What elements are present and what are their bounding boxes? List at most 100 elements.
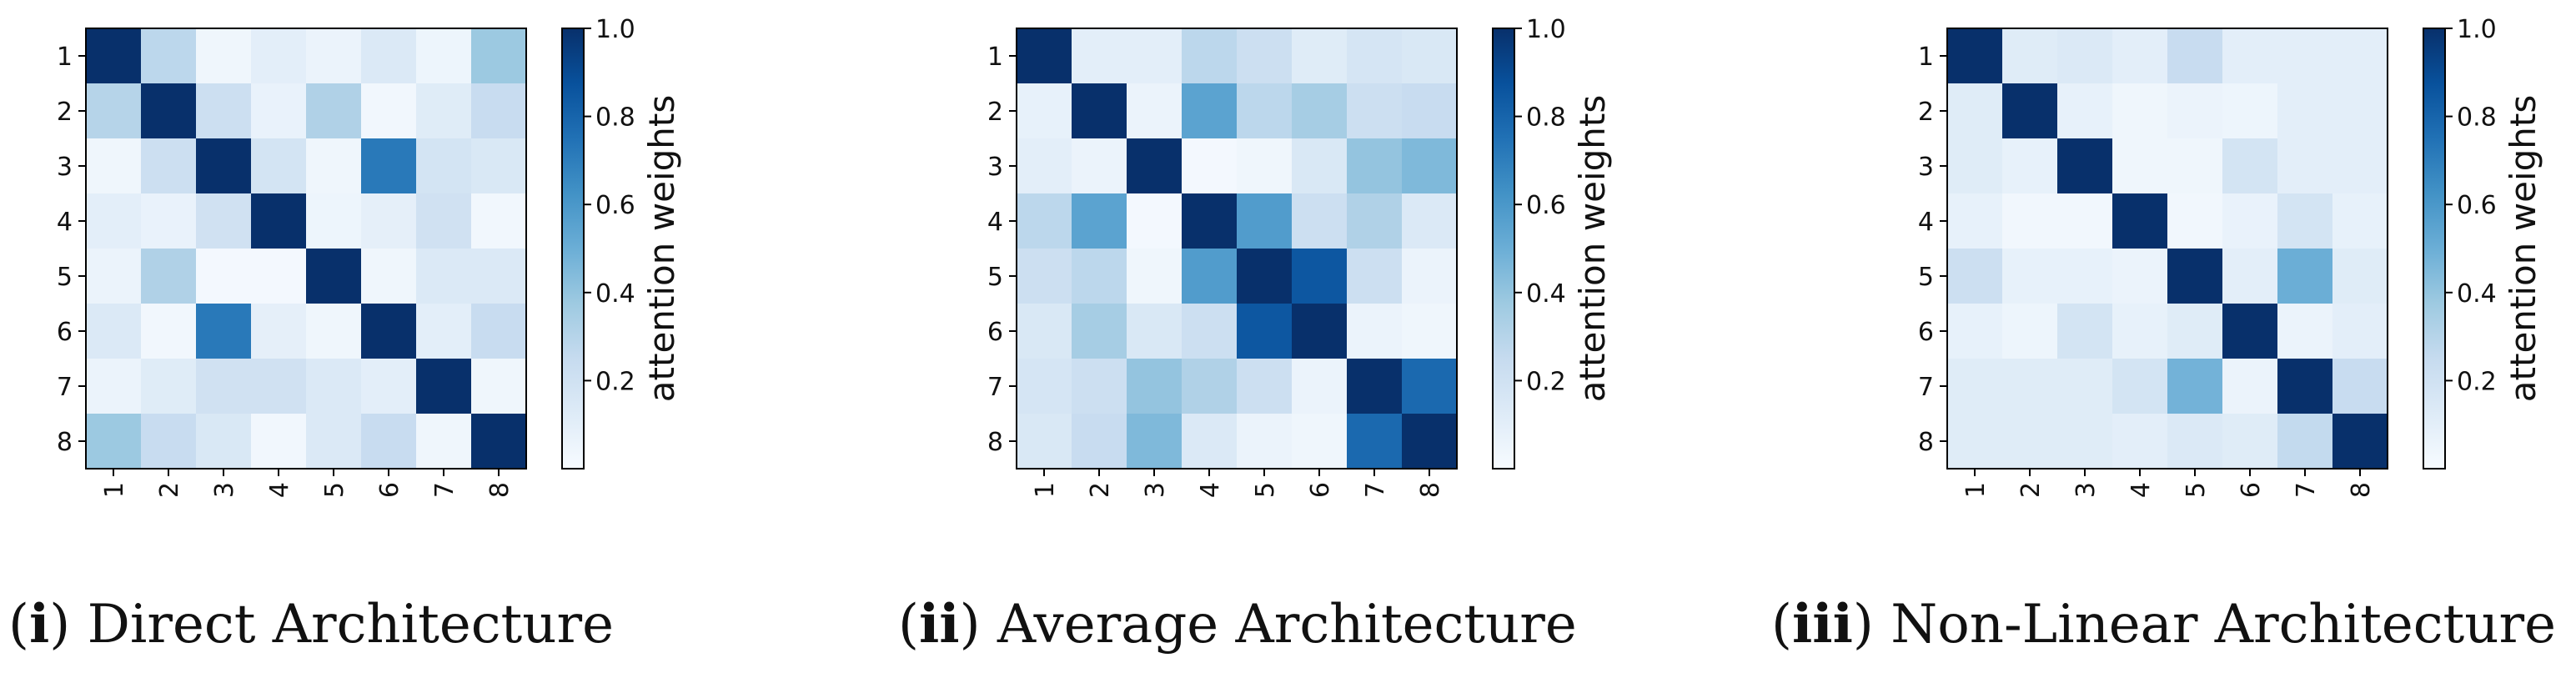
heatmap-panel-3: 1 2 3 4 5 6 7 8 1 2 3 4 5 6 7 8 0.2 0.4 0.6 0.8 1.0 attent… xyxy=(1771,15,2556,655)
heatmap-cell xyxy=(471,249,527,304)
heatmap-cell xyxy=(1072,138,1127,194)
heatmap-cell xyxy=(471,304,527,359)
heatmap-cell xyxy=(1292,249,1348,304)
heatmap-cell xyxy=(1347,28,1403,84)
heatmap-cell xyxy=(1947,28,2003,84)
heatmap-cell xyxy=(306,28,362,84)
heatmap-cell xyxy=(2277,304,2333,359)
heatmap-cell xyxy=(306,249,362,304)
heatmap-cell xyxy=(141,138,197,194)
heatmap-cell xyxy=(196,83,252,139)
colorbar-tick-label: 0.6 xyxy=(2457,191,2497,220)
heatmap-cell xyxy=(471,138,527,194)
heatmap-cell xyxy=(416,83,472,139)
x-tick-label: 6 xyxy=(375,482,404,498)
heatmap-cell xyxy=(1947,193,2003,249)
heatmap-cell xyxy=(86,414,142,470)
heatmap-cell xyxy=(2002,83,2058,139)
y-tick-label: 4 xyxy=(57,208,73,237)
heatmap-cell xyxy=(2002,28,2058,84)
heatmap-cell xyxy=(361,28,417,84)
heatmap-cell xyxy=(2112,83,2168,139)
y-tick-label: 6 xyxy=(57,318,73,347)
colorbar-tick-label: 0.2 xyxy=(595,367,635,396)
heatmap-cell xyxy=(361,414,417,470)
heatmap-cell xyxy=(1402,304,1458,359)
heatmap-cell xyxy=(2057,193,2113,249)
heatmap-cell xyxy=(141,359,197,414)
heatmap-cell xyxy=(1072,193,1127,249)
caption-prefix: ii xyxy=(919,593,960,655)
heatmap-cell xyxy=(2332,83,2388,139)
heatmap-cell xyxy=(2002,304,2058,359)
heatmap-cell xyxy=(2222,138,2278,194)
heatmap-cells xyxy=(1947,28,2388,470)
heatmap-cell xyxy=(2332,193,2388,249)
y-tick-label: 4 xyxy=(1918,208,1934,237)
heatmap-cell xyxy=(2167,249,2223,304)
heatmap-cell xyxy=(416,414,472,470)
heatmap-cell xyxy=(86,83,142,139)
y-tick-label: 2 xyxy=(987,98,1003,127)
heatmap-cell xyxy=(1017,193,1072,249)
colorbar-tick-label: 0.8 xyxy=(1526,103,1566,133)
heatmap-cell xyxy=(2277,138,2333,194)
heatmap-cell xyxy=(86,193,142,249)
heatmap-cell xyxy=(1237,83,1293,139)
heatmap-cell xyxy=(361,359,417,414)
heatmap-cell xyxy=(2057,249,2113,304)
heatmap-cell xyxy=(1127,28,1183,84)
heatmap-cell xyxy=(1237,304,1293,359)
heatmap-cell xyxy=(1292,414,1348,470)
x-tick-label: 8 xyxy=(1416,482,1445,498)
heatmap-cell xyxy=(2332,249,2388,304)
heatmap-cell xyxy=(2167,28,2223,84)
y-tick-label: 6 xyxy=(987,318,1003,347)
heatmap-cell xyxy=(1127,359,1183,414)
heatmap-cell xyxy=(196,249,252,304)
heatmap-cell xyxy=(86,28,142,84)
heatmap-cell xyxy=(2002,249,2058,304)
colorbar xyxy=(1492,28,1515,470)
x-tick-label: 4 xyxy=(265,482,294,498)
heatmap-cells xyxy=(86,28,527,470)
colorbar-tick-label: 0.8 xyxy=(595,103,635,133)
colorbar xyxy=(561,28,585,470)
colorbar-tick-label: 0.2 xyxy=(2457,367,2497,396)
heatmap-cell xyxy=(2112,138,2168,194)
heatmap-cell xyxy=(361,249,417,304)
heatmap-cell xyxy=(2277,414,2333,470)
heatmap-cell xyxy=(1237,414,1293,470)
heatmap-panel-2: 1 2 3 4 5 6 7 8 1 2 3 4 5 6 7 8 0.2 0.4 0.6 0.8 1.0 attent… xyxy=(898,15,1613,655)
x-tick-label: 3 xyxy=(2071,482,2101,498)
heatmap-cell xyxy=(2057,359,2113,414)
heatmap-cell xyxy=(1347,249,1403,304)
x-tick-label: 3 xyxy=(210,482,239,498)
heatmap-cell xyxy=(1402,414,1458,470)
heatmap-cell xyxy=(2222,28,2278,84)
x-tick-label: 8 xyxy=(485,482,515,498)
heatmap-cell xyxy=(416,359,472,414)
y-tick-label: 6 xyxy=(1918,318,1934,347)
heatmap-cell xyxy=(1072,83,1127,139)
x-tick-label: 1 xyxy=(1961,482,1991,498)
heatmap-cell xyxy=(1947,304,2003,359)
x-tick-label: 2 xyxy=(155,482,184,498)
heatmap-cell xyxy=(1017,249,1072,304)
heatmap-cell xyxy=(1402,249,1458,304)
heatmap-cell xyxy=(1017,83,1072,139)
heatmap-cell xyxy=(306,83,362,139)
heatmap-cell xyxy=(1347,304,1403,359)
heatmap-cell xyxy=(251,193,307,249)
heatmap-cell xyxy=(2057,138,2113,194)
heatmap-cell xyxy=(471,28,527,84)
heatmap-cell xyxy=(416,249,472,304)
y-tick-label: 4 xyxy=(987,208,1003,237)
heatmap-cell xyxy=(2332,28,2388,84)
heatmap-cell xyxy=(361,138,417,194)
heatmap-cell xyxy=(2167,414,2223,470)
x-axis-ticks: 1 2 3 4 5 6 7 8 xyxy=(100,469,515,498)
heatmap-cell xyxy=(1072,304,1127,359)
colorbar-label: attention weights xyxy=(1572,95,1613,402)
